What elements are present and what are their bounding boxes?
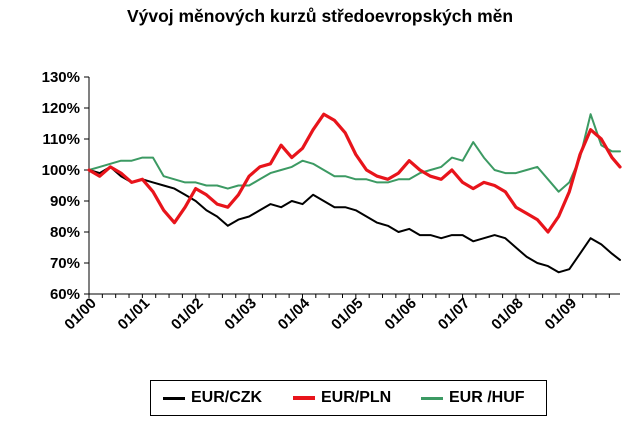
y-tick-label: 80% [50, 224, 80, 241]
x-tick-labels: 01/00 01/01 01/02 01/03 01/04 01/05 01/06 01/07… [61, 294, 580, 333]
legend-label: EUR/CZK [191, 389, 263, 406]
legend: EUR/CZK EUR/PLN EUR /HUF [150, 380, 547, 416]
x-tick-label: 01/02 [168, 295, 207, 334]
legend-item-eur-czk: EUR/CZK [163, 381, 262, 415]
legend-swatch [163, 396, 185, 400]
y-tick-label: 90% [50, 193, 80, 210]
series-line-eurczk [88, 165, 621, 274]
y-tick-label: 70% [50, 255, 80, 272]
y-tick-label: 120% [42, 100, 80, 117]
legend-item-eur-huf: EUR /HUF [421, 381, 525, 415]
x-tick-label: 01/03 [221, 295, 260, 334]
x-tick-label: 01/09 [542, 295, 581, 334]
series-line-eurpln [87, 112, 622, 234]
x-tick-label: 01/01 [115, 295, 154, 334]
series-layer [87, 112, 622, 274]
series-line-eurhuf [88, 113, 621, 193]
y-tick-labels: 60% 70% 80% 90% 100% 110% 120% 130% [42, 69, 80, 303]
y-tick-label: 100% [42, 162, 80, 179]
y-tick-label: 110% [42, 131, 80, 148]
legend-label: EUR/PLN [321, 389, 392, 406]
x-tick-label: 01/06 [381, 295, 420, 334]
legend-label: EUR /HUF [449, 389, 525, 406]
x-tick-label: 01/04 [275, 294, 314, 333]
y-tick-label: 60% [50, 286, 80, 303]
x-tick-label: 01/08 [488, 295, 527, 334]
chart-title: Vývoj měnových kurzů středoevropských mě… [126, 6, 514, 26]
x-tick-label: 01/05 [328, 295, 367, 334]
x-tick-label: 01/07 [435, 295, 474, 334]
legend-swatch [421, 396, 443, 400]
legend-item-eur-pln: EUR/PLN [293, 381, 391, 415]
y-tick-label: 130% [42, 69, 80, 86]
axes [84, 76, 620, 298]
legend-swatch [293, 396, 315, 400]
